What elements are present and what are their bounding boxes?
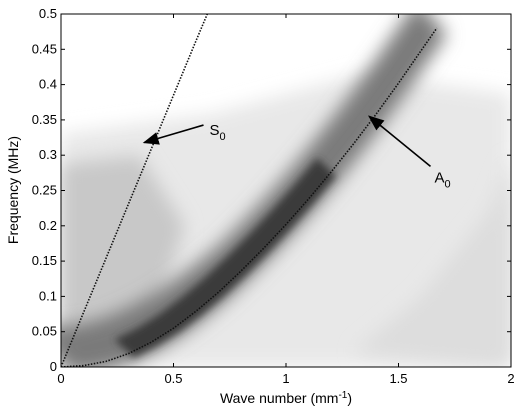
annotation-label-s0: S0 — [210, 122, 226, 143]
plot-area — [60, 13, 512, 368]
y-tick-label: 0.35 — [32, 112, 57, 127]
annotation-label-a0: A0 — [435, 169, 451, 190]
x-axis-label: Wave number (mm-1) — [220, 390, 352, 406]
heat-band-a0 — [61, 14, 447, 367]
heat-region-right — [353, 155, 511, 367]
y-tick-label: 0.3 — [39, 147, 57, 162]
x-axis-ticks: 0 0.5 1 1.5 2 — [57, 14, 515, 386]
y-axis-ticks: 0 0.05 0.1 0.15 0.2 0.25 0.3 0.35 0.4 0.45 0.5 — [32, 6, 511, 374]
x-tick-label: 0.5 — [164, 371, 182, 386]
y-tick-label: 0 — [50, 359, 57, 374]
y-tick-label: 0.1 — [39, 288, 57, 303]
heatmap-shading — [61, 14, 511, 367]
y-tick-label: 0.5 — [39, 6, 57, 21]
x-tick-label: 2 — [507, 371, 514, 386]
y-tick-label: 0.2 — [39, 218, 57, 233]
x-tick-label: 0 — [57, 371, 64, 386]
x-tick-label: 1.5 — [389, 371, 407, 386]
y-axis-label: Frequency (MHz) — [5, 136, 21, 244]
y-tick-label: 0.25 — [32, 183, 57, 198]
y-tick-label: 0.4 — [39, 77, 57, 92]
annotations: S0 A0 — [142, 115, 451, 190]
y-tick-label: 0.15 — [32, 253, 57, 268]
annotation-arrow-s0 — [142, 124, 204, 145]
series-line-a0 — [61, 27, 438, 367]
annotation-arrow-a0 — [368, 115, 432, 167]
y-tick-label: 0.45 — [32, 41, 57, 56]
heat-core-a0 — [114, 158, 336, 358]
y-tick-label: 0.05 — [32, 324, 57, 339]
dispersion-curves — [61, 14, 438, 367]
series-line-s0 — [61, 14, 209, 367]
x-tick-label: 1 — [282, 371, 289, 386]
